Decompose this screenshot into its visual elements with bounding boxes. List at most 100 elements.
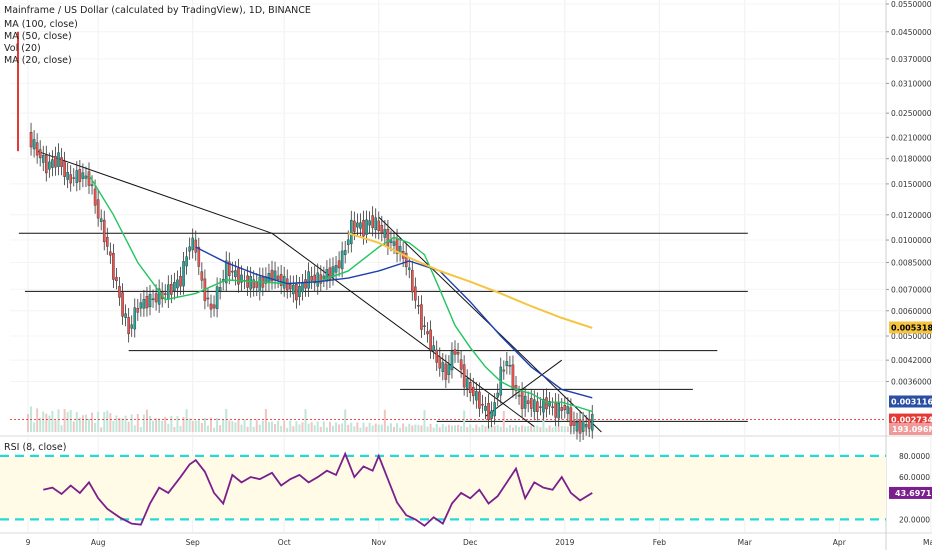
volume-bar — [130, 414, 133, 432]
candle-body — [81, 172, 85, 179]
volume-bar — [502, 410, 505, 432]
candle-body — [392, 241, 396, 246]
candle-body — [258, 276, 262, 293]
candle-body — [505, 361, 509, 367]
candle-body — [554, 402, 557, 418]
volume-bar — [155, 418, 158, 432]
candle-body — [72, 177, 76, 179]
volume-bar — [515, 425, 517, 432]
y-tick-label: 0.00360000 — [891, 378, 932, 387]
candle-body — [365, 219, 368, 235]
candle-body — [316, 272, 320, 287]
candle-body — [151, 298, 155, 301]
volume-bar — [481, 424, 484, 432]
candle-body — [227, 261, 231, 276]
volume-tag-label: 193.096M — [892, 425, 932, 434]
candle-body — [115, 277, 118, 282]
y-tick-label: 0.03100000 — [891, 79, 932, 88]
y-tick-label: 0.01000000 — [891, 236, 932, 245]
candle-body — [380, 225, 384, 234]
volume-bar — [313, 425, 316, 432]
legend-ma20: MA (20, close) — [4, 55, 72, 66]
volume-bar — [551, 427, 554, 432]
candle-body — [438, 356, 442, 369]
volume-bar — [341, 423, 344, 432]
candle-body — [343, 250, 347, 256]
volume-tag: 193.096M — [889, 423, 932, 435]
volume-bar — [457, 424, 460, 432]
candle-body — [432, 345, 435, 351]
candle-body — [533, 399, 536, 412]
y-tick-label: 0.05500000 — [891, 0, 932, 9]
volume-bar — [518, 426, 521, 432]
volume-bar — [521, 425, 524, 432]
candle-body — [218, 287, 222, 292]
rsi-line — [43, 451, 593, 527]
candle-body — [468, 382, 472, 393]
y-tick-label: 0.02500000 — [891, 109, 932, 118]
candle-body — [377, 220, 381, 231]
candle-body — [38, 149, 42, 159]
candle-body — [587, 419, 591, 429]
candle-body — [63, 161, 66, 177]
candle-body — [200, 271, 204, 281]
candle-body — [325, 269, 329, 282]
volume-bar — [66, 411, 69, 432]
candle-body — [212, 304, 216, 309]
legend-ma100: MA (100, close) — [4, 19, 78, 30]
volume-bar — [60, 425, 63, 432]
volume-bar — [338, 424, 341, 432]
chart-title: Mainframe / US Dollar (calculated by Tra… — [4, 5, 311, 16]
price-tag-label: 0.00531819 — [891, 323, 932, 332]
volume-bar — [438, 427, 441, 432]
candle-body — [191, 237, 195, 251]
candle-body — [249, 276, 252, 290]
volume-bar — [264, 408, 267, 432]
volume-bar — [139, 427, 142, 432]
candle-body — [185, 256, 188, 267]
candle-body — [127, 317, 130, 335]
volume-bar — [463, 410, 466, 432]
candle-body — [57, 152, 60, 167]
volume-bar — [197, 419, 200, 432]
volume-bar — [304, 409, 307, 432]
volume-bar — [493, 426, 496, 432]
volume-bar — [231, 421, 234, 432]
volume-bar — [72, 421, 75, 432]
volume-bar — [81, 415, 84, 432]
volume-bar — [158, 418, 161, 432]
volume-bar — [414, 424, 417, 432]
candle-body — [371, 215, 374, 229]
volume-bar — [161, 420, 164, 432]
candle-body — [182, 261, 185, 287]
volume-bar — [423, 410, 426, 432]
candle-body — [536, 401, 539, 412]
volume-bar — [103, 411, 106, 432]
volume-bar — [524, 426, 527, 432]
legend-ma50: MA (50, close) — [4, 31, 72, 42]
legend-rsi: RSI (8, close) — [4, 442, 67, 453]
candle-body — [90, 184, 94, 187]
candle-body — [493, 402, 496, 417]
volume-bar — [200, 422, 203, 432]
volume-bar — [36, 408, 39, 432]
x-tick-label: Sep — [186, 538, 200, 547]
candle-body — [447, 364, 451, 375]
volume-bar — [332, 425, 334, 432]
volume-bar — [328, 421, 331, 432]
volume-bar — [91, 412, 94, 432]
volume-bar — [408, 423, 411, 432]
candle-body — [240, 274, 243, 283]
trend-line — [36, 150, 273, 234]
volume-bar — [530, 425, 533, 432]
volume-bar — [88, 418, 90, 432]
volume-bar — [484, 426, 487, 432]
candle-body — [462, 364, 466, 388]
x-tick-label: 9 — [26, 538, 31, 547]
candle-body — [96, 199, 100, 219]
volume-bar — [310, 422, 313, 432]
volume-bar — [142, 414, 145, 432]
candle-body — [557, 403, 560, 419]
volume-bar — [164, 416, 167, 432]
volume-bar — [307, 423, 310, 432]
